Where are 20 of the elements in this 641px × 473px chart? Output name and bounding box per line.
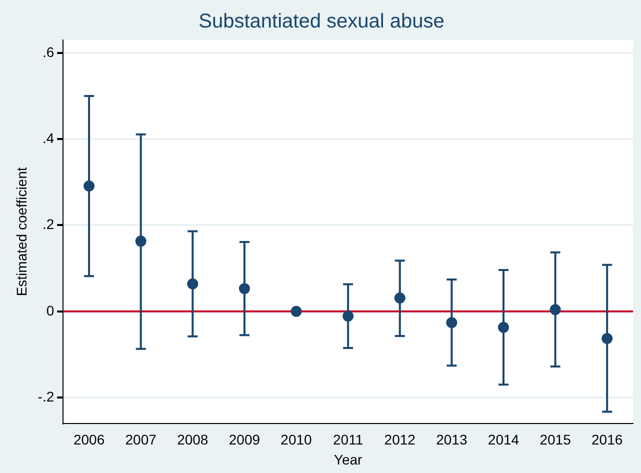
x-tick-label: 2011 <box>333 432 364 448</box>
x-tick-label: 2007 <box>125 432 157 448</box>
y-tick-label: 0 <box>46 302 54 318</box>
y-tick-label: -.2 <box>38 388 54 404</box>
chart-title: Substantiated sexual abuse <box>198 10 444 33</box>
x-axis-title: Year <box>334 451 363 468</box>
y-tick-label: .4 <box>42 130 54 146</box>
x-tick-label: 2006 <box>73 432 105 448</box>
point <box>290 306 302 317</box>
x-tick-label: 2013 <box>436 432 468 448</box>
x-tick-label: 2016 <box>592 432 623 448</box>
y-tick-label: .2 <box>42 216 54 232</box>
x-tick-label: 2009 <box>228 432 260 448</box>
x-tick-label: 2010 <box>280 432 312 448</box>
y-tick-label: .6 <box>42 44 54 60</box>
y-axis-title: Estimated coefficient <box>13 167 30 296</box>
x-tick-label: 2014 <box>488 432 520 448</box>
x-tick-label: 2012 <box>384 432 416 448</box>
x-tick-label: 2015 <box>540 432 572 448</box>
x-tick-label: 2008 <box>177 432 208 448</box>
